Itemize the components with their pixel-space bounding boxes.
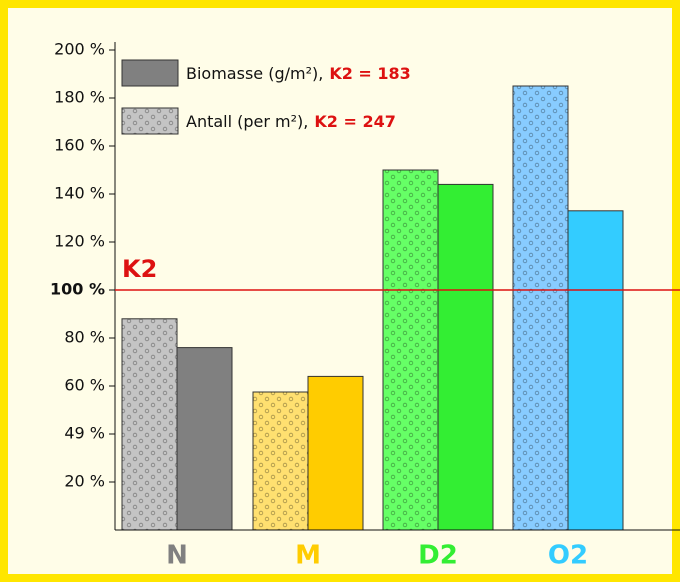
- x-tick-label: D2: [418, 541, 458, 571]
- bar: [437, 183, 494, 531]
- legend-name: Biomasse (g/m²),: [186, 64, 323, 83]
- y-tick-label: 180 %: [54, 88, 105, 107]
- legend-swatch-pattern: [122, 108, 178, 134]
- y-tick-label: 140 %: [54, 184, 105, 203]
- legend-note: K2 = 247: [314, 112, 395, 131]
- y-tick-label: 100 %: [50, 280, 105, 299]
- y-tick-label: 80 %: [64, 328, 105, 347]
- reference-label: K2: [122, 255, 157, 283]
- x-tick-label: O2: [548, 541, 588, 571]
- y-tick-label: 60 %: [64, 376, 105, 395]
- legend-note: K2 = 183: [329, 64, 410, 83]
- bar: [176, 347, 233, 531]
- bar-pattern: [122, 318, 177, 530]
- bar: [307, 375, 364, 531]
- y-tick-label: 20 %: [64, 472, 105, 491]
- x-tick-label: M: [295, 541, 321, 571]
- bar-pattern: [383, 170, 438, 530]
- legend-name: Antall (per m²),: [186, 112, 308, 131]
- y-tick-label: 200 %: [54, 40, 105, 59]
- legend-swatch: [121, 59, 179, 87]
- bar-pattern: [513, 86, 568, 530]
- bar: [567, 210, 624, 531]
- bar-pattern: [253, 392, 308, 530]
- legend-entry: Antall (per m²), K2 = 247: [186, 112, 396, 131]
- y-tick-label: 120 %: [54, 232, 105, 251]
- legend-entry: Biomasse (g/m²), K2 = 183: [186, 64, 411, 83]
- x-tick-label: N: [166, 541, 188, 571]
- y-tick-label: 160 %: [54, 136, 105, 155]
- y-tick-label: 49 %: [64, 424, 105, 443]
